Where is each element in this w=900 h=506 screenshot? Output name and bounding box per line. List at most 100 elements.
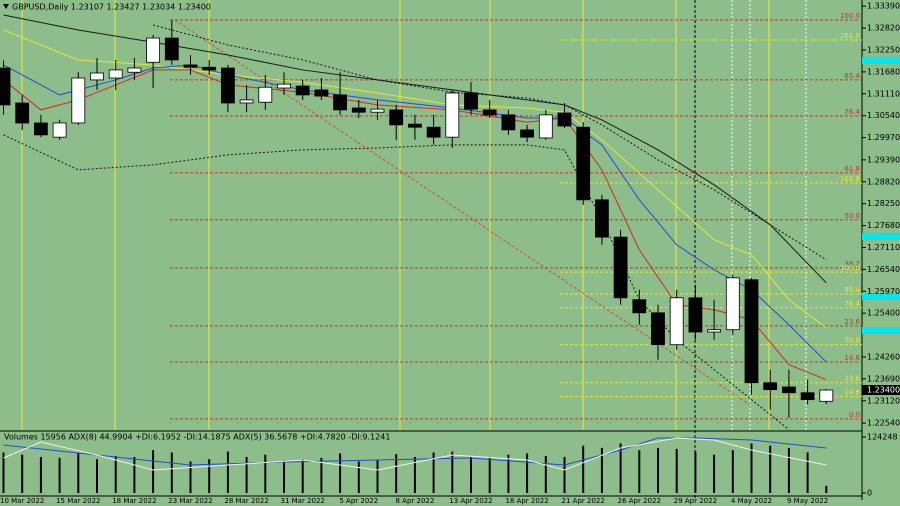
volume-bar [731,450,734,493]
marker [862,327,900,334]
y-tick-label: 1.31680 [867,67,900,76]
y-tick-label: 1.31110 [867,89,900,98]
y-tick-label: 1.23690 [867,374,900,383]
x-tick-label: 15 Mar 2022 [56,497,100,505]
chart-title: GBPUSD,Daily 1.23107 1.23427 1.23034 1.2… [12,3,211,12]
volume-bar [39,456,42,493]
y-tick-label: 1.22540 [867,419,900,428]
x-tick-label: 9 May 2022 [787,497,828,505]
volume-bar [451,451,454,493]
candle-body [108,69,123,79]
candle-body [763,382,778,391]
volume-bar [96,459,98,493]
x-tick-label: 23 Mar 2022 [168,497,212,505]
candle-body [688,297,703,333]
y-tick-label: 1.33390 [867,2,900,11]
y-tick-label: 1.27680 [867,221,900,230]
candle-body [613,236,628,299]
fib-label: 14.6 [844,354,860,362]
y-tick-label: 1.32250 [867,45,900,54]
y-tick-label: 1.28250 [867,199,900,208]
volume-bar [582,445,585,493]
candle-body [482,109,497,116]
candle-body [164,37,179,61]
volume-bar [507,454,510,493]
volume-bar [470,456,472,493]
volume-bar [226,451,229,493]
y-tick-label: 1.23120 [867,396,900,405]
last-price-box [862,385,900,396]
y-tick-label: 1.25970 [867,287,900,296]
x-tick-label: 28 Mar 2022 [224,497,268,505]
volume-bar [657,447,659,493]
volume-bar [750,443,753,493]
x-tick-label: 26 Apr 2022 [618,497,661,505]
fib-label: 76.4 [844,300,860,308]
candle-body [239,99,254,104]
volume-bar [114,456,117,493]
candle-body [277,83,291,89]
fib-label: 23.6 [844,318,860,326]
candle-body [557,112,572,127]
fib-label: 14.6 [844,389,860,397]
volume-bar [320,457,323,493]
candle-body [464,92,478,110]
volume-bar [526,453,529,493]
candle-body [595,199,609,238]
volume-bar [619,443,622,493]
fib-label: 161.8 [840,175,860,183]
fib-label: 38.2 [844,260,860,268]
volume-bar [264,454,267,493]
volume-bar [825,485,828,493]
volume-bar [152,450,155,493]
fib-label: 85.4 [844,286,860,294]
fib-label: 261.8 [840,32,860,40]
volume-bar [77,453,80,493]
indicator-line [3,437,827,471]
volume-bar [544,456,547,493]
candle-body [407,123,422,128]
y-tick-label: 1.27110 [867,243,900,252]
y-tick-label: 1.30540 [867,111,900,120]
candle-body [183,64,198,68]
candle-body [445,92,460,138]
volume-bar [58,457,61,493]
overlay-line [3,29,827,329]
fib-label: 0.0 [849,411,860,419]
candle-body [707,329,721,333]
candle-body [0,67,11,106]
volume-bar [694,451,697,493]
x-tick-label: 5 Apr 2022 [339,497,378,505]
candle-body [426,126,441,138]
volume-bar [245,456,248,493]
x-tick-label: 10 Mar 2022 [0,497,44,505]
x-tick-label: 4 May 2022 [731,497,772,505]
candle-body [351,107,366,113]
candle-body [202,66,217,71]
volume-bar [339,453,342,493]
candle-body [389,109,404,126]
candle-body [782,386,796,394]
candle-body [333,94,348,111]
volume-bar [638,450,641,493]
y-tick-label: 1.25400 [867,309,900,318]
candle-body [71,77,86,124]
candle-body [314,89,329,97]
volume-bar [208,459,211,493]
y-tick-label: 1.26540 [867,265,900,274]
fib-label: 50.0 [844,212,860,220]
volume-bar [787,447,790,493]
volume-bar [395,454,398,493]
volume-bar [283,460,285,493]
candle-body [295,85,310,96]
candle-body [800,392,815,401]
volume-bar [675,448,678,493]
fib-label: 50.0 [844,337,860,345]
volume-bar [432,452,435,493]
y-tick-label: 1.28820 [867,177,900,186]
candle-body [52,122,67,138]
volume-bar [301,459,304,493]
